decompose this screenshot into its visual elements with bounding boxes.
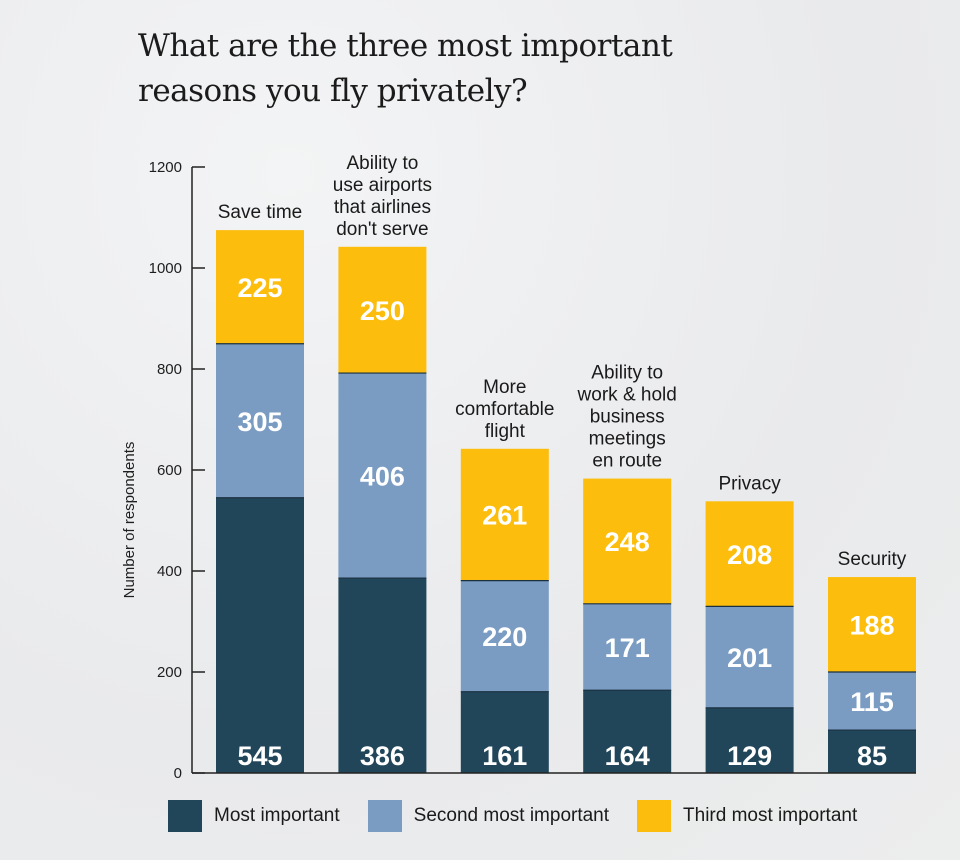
bar-second-most-important-privacy <box>705 606 794 708</box>
bar-second-most-important-security <box>828 672 916 731</box>
category-label-line: meetings <box>589 429 666 450</box>
bar-most-important-more-comfortable-flight <box>460 691 549 773</box>
legend-label-third-most-important: Third most important <box>683 805 858 826</box>
y-tick-label-800: 800 <box>157 361 182 378</box>
bar-most-important-ability-to-use-airports-that-airlines-don-t-serve <box>338 578 427 773</box>
category-label-line: Ability to <box>591 363 663 384</box>
y-tick-label-200: 200 <box>157 664 182 681</box>
category-label-security: Security <box>838 549 907 570</box>
bar-second-most-important-more-comfortable-flight <box>460 580 549 692</box>
data-label-second-most-important-save-time: 305 <box>237 407 282 437</box>
bar-third-most-important-save-time <box>216 230 304 344</box>
data-label-third-most-important-ability-to-use-airports-that-airlines-don-t-serve: 250 <box>360 296 405 326</box>
data-label-second-most-important-privacy: 201 <box>727 643 772 673</box>
category-label-more-comfortable-flight: More comfortable flight <box>455 377 554 442</box>
category-label-line: business <box>590 407 665 428</box>
category-label-line: don't serve <box>336 219 428 240</box>
bar-most-important-security <box>828 730 916 773</box>
category-label-line: work & hold <box>577 385 677 406</box>
bar-second-most-important-save-time <box>216 343 304 498</box>
data-label-most-important-more-comfortable-flight: 161 <box>482 741 527 771</box>
data-label-second-most-important-more-comfortable-flight: 220 <box>482 622 527 652</box>
category-label-line: flight <box>485 421 526 442</box>
data-label-most-important-ability-to-use-airports-that-airlines-don-t-serve: 386 <box>360 741 405 771</box>
legend-label-second-most-important: Second most important <box>413 805 610 826</box>
data-label-third-most-important-privacy: 208 <box>727 540 772 570</box>
y-tick-label-1200: 1200 <box>149 159 182 176</box>
bar-most-important-privacy <box>705 707 794 773</box>
data-label-most-important-security: 85 <box>857 741 887 771</box>
legend-swatch-second-most-important <box>367 800 402 832</box>
bar-third-most-important-more-comfortable-flight <box>460 448 549 581</box>
bar-third-most-important-privacy <box>705 501 794 607</box>
legend-item-most-important: Most important <box>168 800 340 832</box>
bar-most-important-save-time <box>216 497 304 773</box>
bar-third-most-important-security <box>828 577 916 672</box>
data-label-second-most-important-security: 115 <box>850 687 894 717</box>
data-label-most-important-ability-to-work-hold-business-meetings-en-route: 164 <box>605 741 650 771</box>
data-label-third-most-important-security: 188 <box>849 611 894 641</box>
category-label-line: use airports <box>333 175 432 196</box>
bar-second-most-important-ability-to-work-hold-business-meetings-en-route <box>583 603 672 691</box>
category-label-line: en route <box>592 451 662 472</box>
category-label-ability-to-use-airports-that-airlines-don-t-serve: Ability to use airports that airlines don't… <box>333 153 432 240</box>
data-label-most-important-privacy: 129 <box>727 741 772 771</box>
legend: Most important Second most important Thi… <box>168 800 885 832</box>
data-label-third-most-important-save-time: 225 <box>237 273 282 303</box>
data-label-second-most-important-ability-to-work-hold-business-meetings-en-route: 171 <box>605 633 650 663</box>
legend-swatch-most-important <box>168 800 202 832</box>
category-label-line: that airlines <box>334 197 431 218</box>
y-tick-label-1000: 1000 <box>149 260 182 277</box>
category-label-line: Save time <box>218 202 302 223</box>
chart-title: What are the three most important reason… <box>138 28 673 109</box>
category-label-line: comfortable <box>455 399 554 420</box>
category-label-privacy: Privacy <box>718 473 781 494</box>
category-label-line: Privacy <box>718 473 781 494</box>
data-label-most-important-save-time: 545 <box>237 741 282 771</box>
legend-item-second-most-important: Second most important <box>367 800 610 832</box>
bar-third-most-important-ability-to-use-airports-that-airlines-don-t-serve <box>338 246 427 374</box>
data-label-third-most-important-more-comfortable-flight: 261 <box>482 501 527 531</box>
y-axis-title: Number of respondents <box>121 442 138 599</box>
legend-label-most-important: Most important <box>214 805 340 826</box>
stacked-bar-chart: 0 200 400 600 800 1000 1200 Number of responden… <box>121 153 916 782</box>
legend-swatch-third-most-important <box>637 800 672 832</box>
bar-second-most-important-ability-to-use-airports-that-airlines-don-t-serve <box>338 373 427 579</box>
category-label-line: Security <box>838 549 907 570</box>
y-tick-label-600: 600 <box>157 462 182 479</box>
bar-third-most-important-ability-to-work-hold-business-meetings-en-route <box>583 478 672 604</box>
category-label-ability-to-work-hold-business-meetings-en-route: Ability to work & hold business meetings en … <box>577 363 677 472</box>
data-label-second-most-important-ability-to-use-airports-that-airlines-don-t-serve: 406 <box>360 462 405 492</box>
y-tick-label-0: 0 <box>174 765 182 782</box>
legend-item-third-most-important: Third most important <box>637 800 857 832</box>
category-label-line: More <box>483 377 526 398</box>
data-label-third-most-important-ability-to-work-hold-business-meetings-en-route: 248 <box>605 527 650 557</box>
category-label-line: Ability to <box>346 153 418 174</box>
category-label-save-time: Save time <box>218 202 302 223</box>
bar-most-important-ability-to-work-hold-business-meetings-en-route <box>583 690 672 773</box>
y-tick-label-400: 400 <box>157 563 182 580</box>
